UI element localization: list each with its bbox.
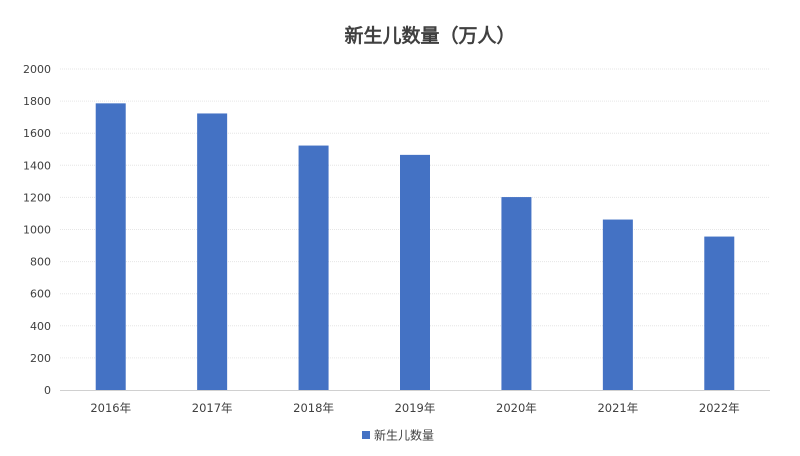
legend: 新生儿数量 [362, 428, 434, 443]
y-tick-label: 600 [30, 288, 51, 301]
y-tick-label: 1000 [23, 224, 51, 237]
x-tick-label: 2022年 [699, 401, 740, 415]
y-tick-label: 0 [44, 384, 51, 397]
x-axis-ticks: 2016年 2017年 2018年 2019年 2020年 2021年 2022年 [90, 401, 739, 415]
bar [95, 103, 126, 391]
y-tick-label: 1600 [23, 127, 51, 140]
gridlines [60, 68, 770, 359]
x-tick-label: 2016年 [90, 401, 131, 415]
bar [602, 219, 633, 390]
y-tick-label: 1800 [23, 95, 51, 108]
y-tick-label: 800 [30, 256, 51, 269]
y-tick-label: 2000 [23, 63, 51, 76]
bar [197, 113, 228, 390]
y-tick-label: 1200 [23, 191, 51, 204]
bar [400, 154, 430, 390]
x-tick-label: 2019年 [395, 401, 436, 415]
bars [95, 103, 735, 391]
y-axis-ticks: 0 200 400 600 800 1000 1200 1400 1600 1800 2000 [23, 63, 51, 397]
bar [501, 197, 532, 390]
x-tick-label: 2017年 [192, 401, 233, 415]
x-tick-label: 2018年 [293, 401, 334, 415]
x-tick-label: 2020年 [496, 401, 537, 415]
chart-title: 新生儿数量（万人） [344, 24, 515, 47]
bar [298, 145, 329, 390]
y-tick-label: 1400 [23, 159, 51, 172]
y-tick-label: 200 [30, 352, 51, 365]
x-tick-label: 2021年 [597, 401, 638, 415]
bar [704, 236, 735, 390]
y-tick-label: 400 [30, 320, 51, 333]
legend-swatch [362, 431, 370, 439]
legend-label: 新生儿数量 [374, 428, 434, 443]
